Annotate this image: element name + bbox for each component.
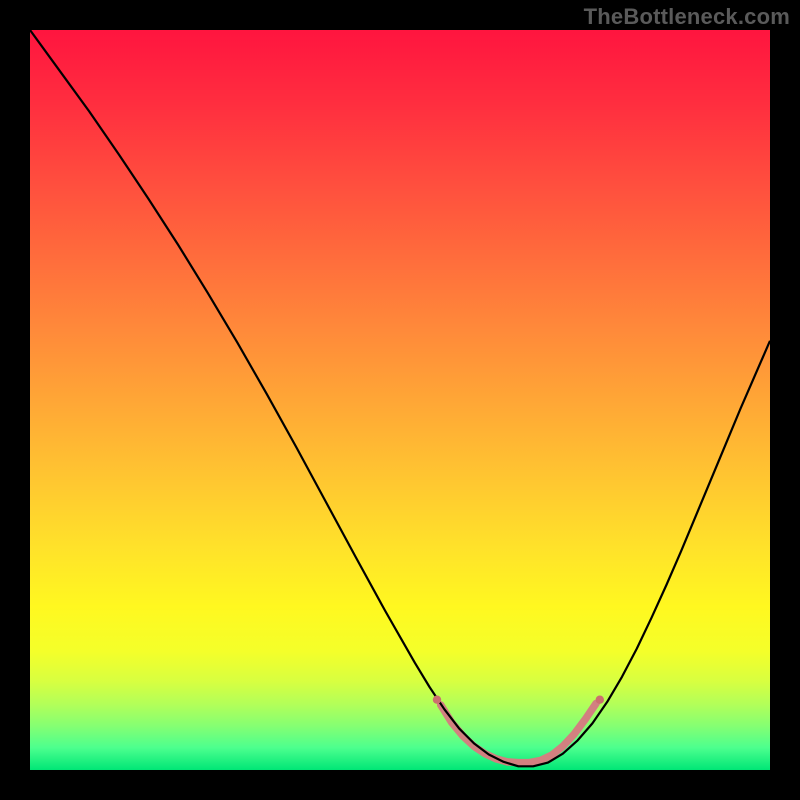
chart-svg bbox=[30, 30, 770, 770]
watermark-text: TheBottleneck.com bbox=[584, 4, 790, 30]
gradient-background bbox=[30, 30, 770, 770]
plot-area bbox=[30, 30, 770, 770]
valley-endpoint-dot-0 bbox=[433, 696, 441, 704]
chart-container: TheBottleneck.com bbox=[0, 0, 800, 800]
valley-endpoint-dot-1 bbox=[596, 696, 604, 704]
